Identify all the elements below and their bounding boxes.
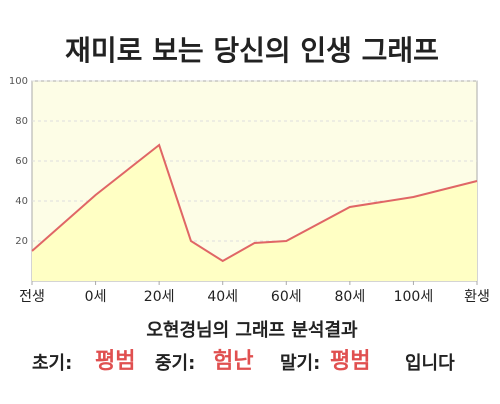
y-tick-label: 100 [9, 76, 28, 87]
summary-value: 평범 [95, 349, 135, 374]
x-tick-label: 80세 [335, 289, 366, 305]
plot: 20 40 60 80 100 전생 0세 20세 40세 60세 80세 100세 환생 [9, 76, 490, 305]
y-tick-label: 80 [15, 116, 28, 127]
x-tick-label: 60세 [271, 289, 302, 305]
x-tick-label: 20세 [144, 289, 175, 305]
summary-line: 초기: 평범 중기: 험난 말기: 평범 입니다 [32, 348, 455, 374]
summary-label: 초기: [32, 353, 72, 374]
y-tick-label: 40 [15, 196, 28, 207]
chart-title: 재미로 보는 당신의 인생 그래프 [65, 34, 439, 67]
y-tick-label: 20 [15, 236, 28, 247]
area [32, 145, 477, 281]
x-tick-label: 100세 [394, 289, 434, 305]
line [31, 143, 478, 263]
x-tick-label: 40세 [207, 289, 238, 305]
x-tick-label: 0세 [85, 289, 107, 305]
summary-label: 말기: [280, 353, 320, 374]
x-tick-label: 전생 [19, 289, 45, 305]
y-tick-label: 60 [15, 156, 28, 167]
summary-value: 평범 [330, 349, 370, 374]
summary-value: 험난 [213, 348, 253, 374]
summary-ending: 입니다 [405, 352, 455, 374]
x-tick-label: 환생 [464, 289, 490, 305]
summary-heading: 오현경님의 그래프 분석결과 [146, 320, 358, 341]
summary-label: 중기: [155, 353, 195, 374]
